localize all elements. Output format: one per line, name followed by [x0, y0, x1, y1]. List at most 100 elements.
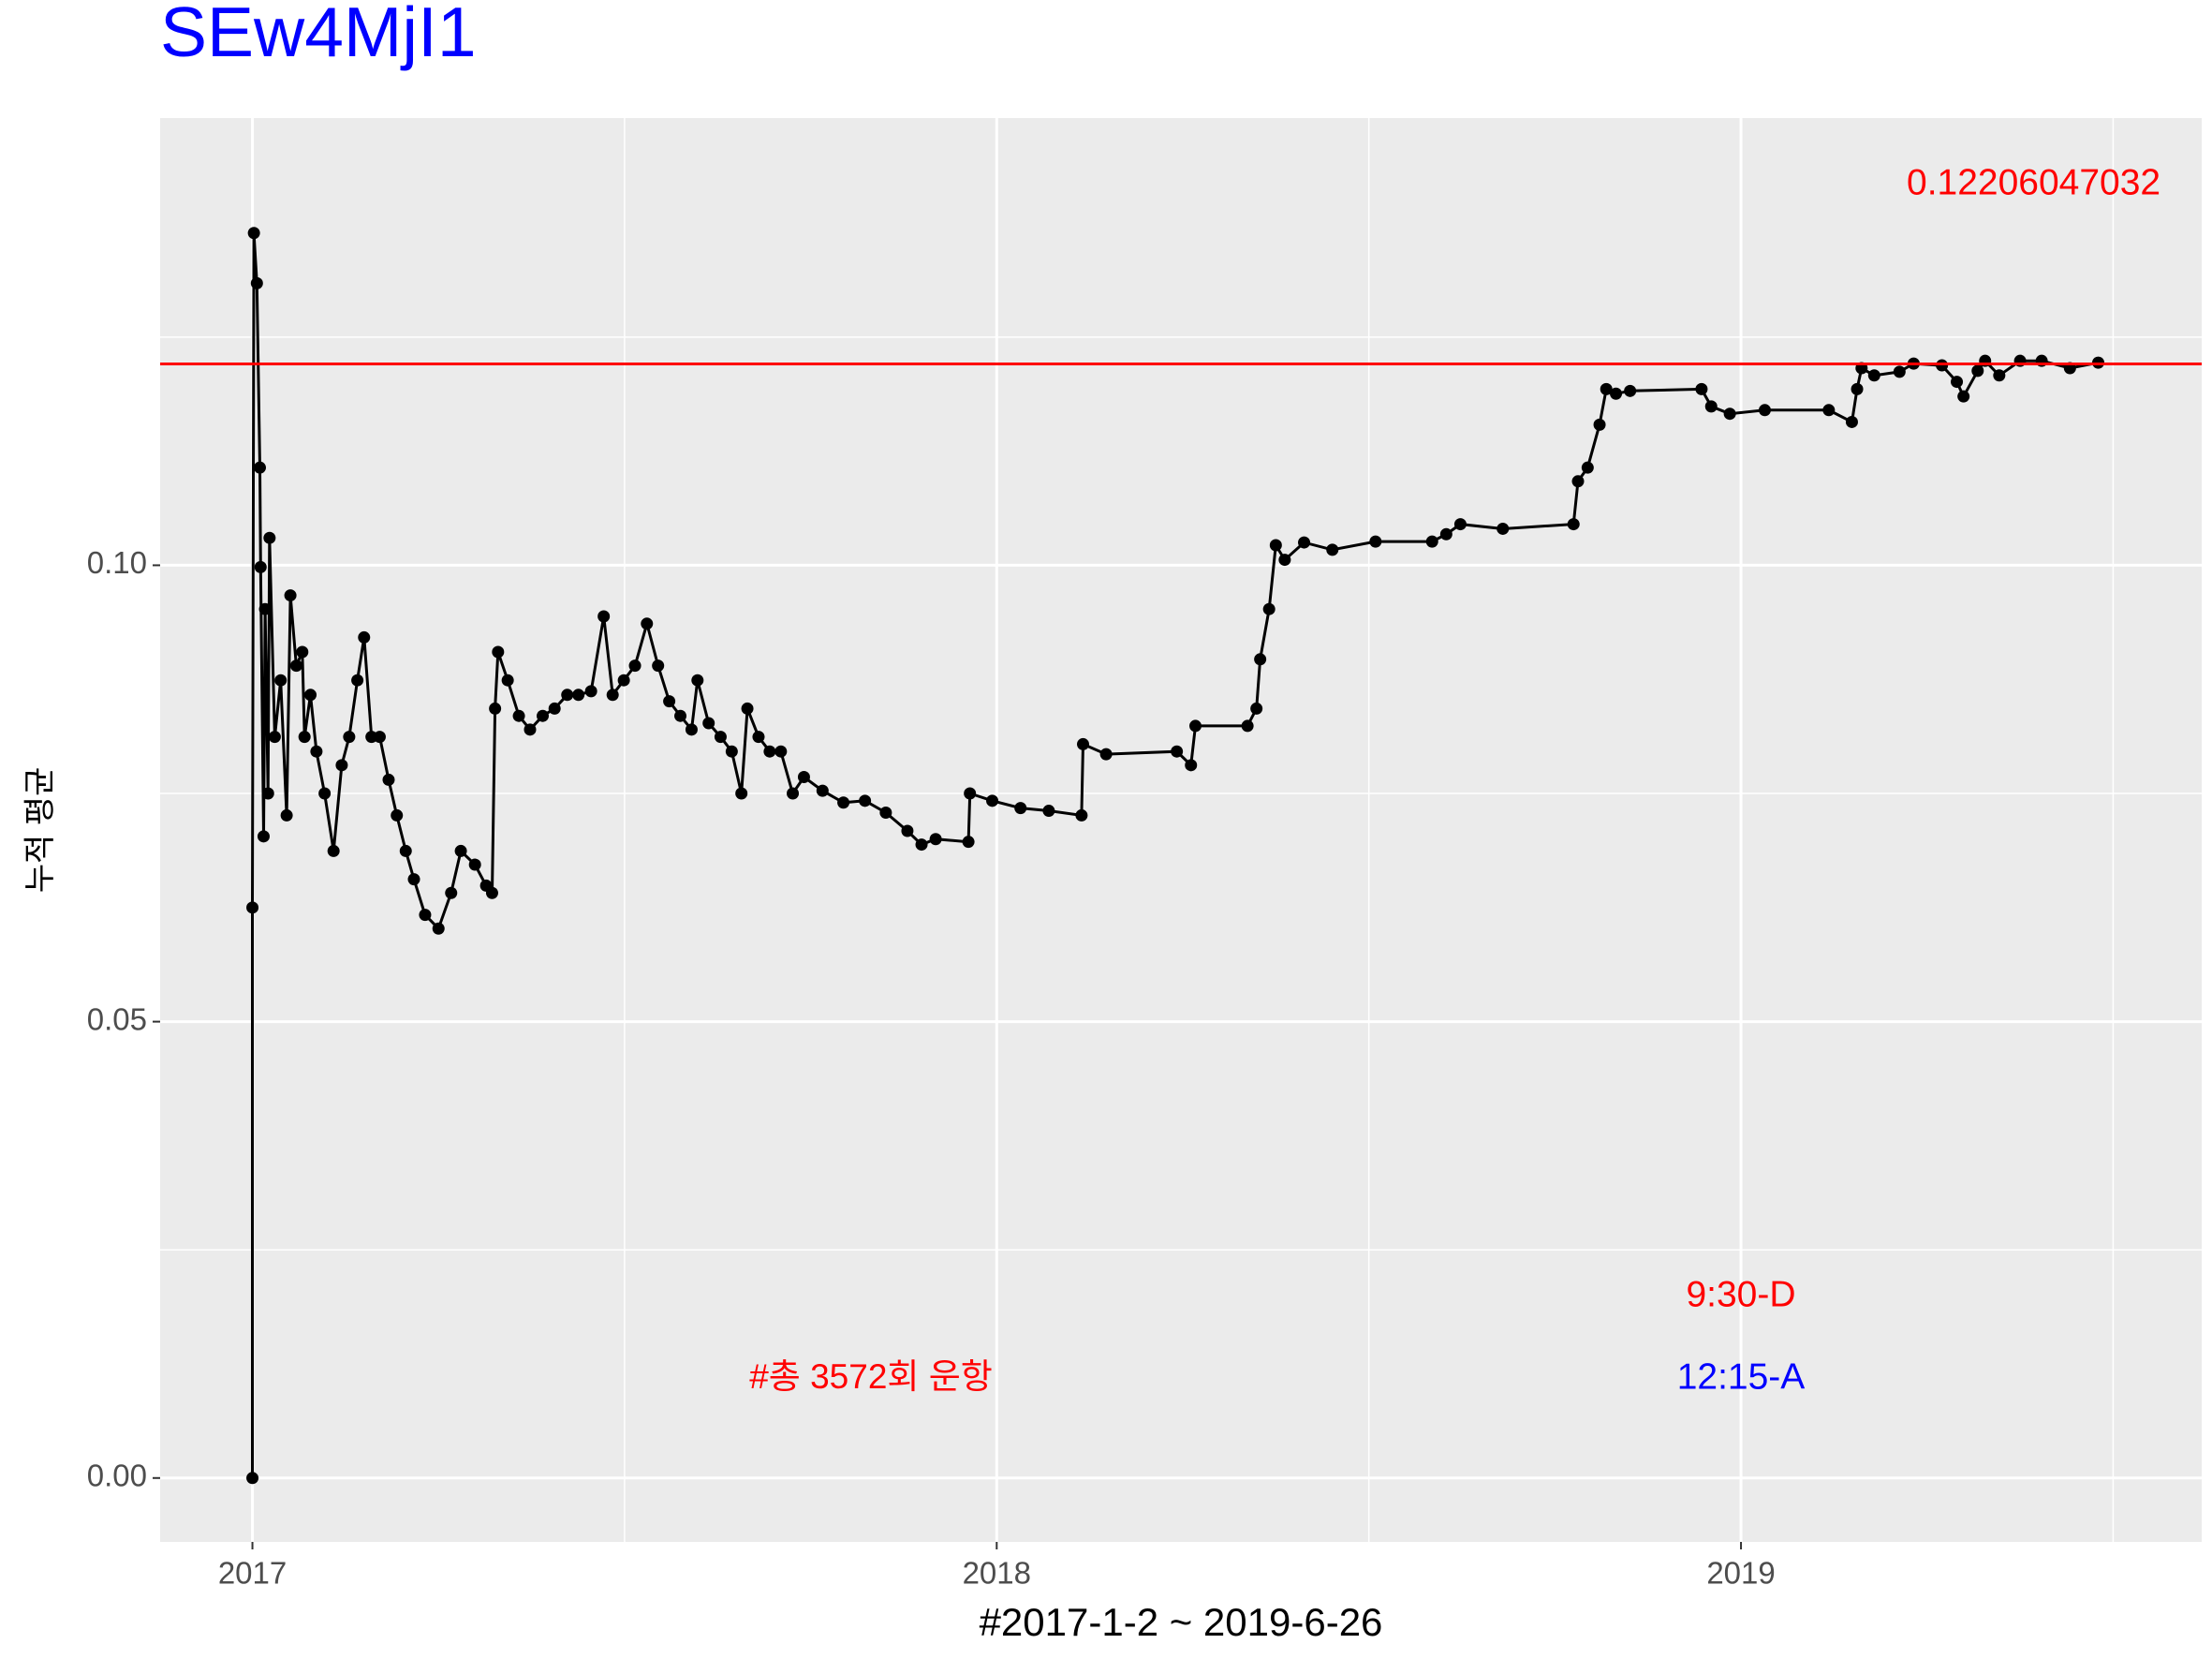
data-point — [787, 787, 800, 800]
data-point — [929, 833, 942, 846]
data-point — [1188, 719, 1202, 733]
data-point — [837, 796, 850, 809]
data-point — [246, 1472, 259, 1485]
marks: 0.12206047032 — [160, 162, 2202, 1485]
labels: 0.00 0.05 0.10 2017 2018 2019 9:30-D 12:15-A #총 … — [87, 545, 1806, 1591]
data-point — [1593, 418, 1606, 431]
data-point — [1893, 365, 1906, 378]
data-point — [685, 723, 698, 736]
data-point — [1369, 535, 1382, 548]
data-point — [1298, 536, 1311, 549]
data-point — [258, 602, 272, 615]
data-point — [915, 838, 928, 852]
data-point — [280, 808, 293, 822]
data-point — [1262, 602, 1276, 615]
data-point — [561, 689, 574, 702]
data-point — [445, 886, 458, 899]
data-point — [254, 560, 267, 573]
data-point — [816, 784, 829, 797]
data-point — [714, 731, 727, 744]
data-point — [1075, 808, 1088, 822]
data-point — [1042, 805, 1055, 818]
data-point — [1851, 382, 1864, 395]
x-tick-label: 2018 — [963, 1556, 1031, 1591]
annotation: #총 3572회 운항 — [749, 1357, 993, 1396]
data-point — [986, 794, 999, 807]
data-point — [246, 901, 259, 914]
data-point — [399, 844, 412, 857]
x-tick-label: 2017 — [218, 1556, 287, 1591]
data-point — [763, 745, 776, 758]
data-point — [901, 824, 914, 837]
data-point — [1269, 539, 1282, 552]
data-point — [1425, 535, 1438, 548]
data-point — [1993, 369, 2006, 382]
data-point — [289, 659, 302, 673]
data-point — [674, 709, 687, 722]
data-point — [548, 702, 561, 715]
data-point — [572, 689, 585, 702]
data-point — [652, 659, 665, 673]
data-point — [284, 589, 297, 602]
data-point — [327, 844, 340, 857]
data-point — [1571, 475, 1585, 488]
data-point — [489, 702, 502, 715]
data-point — [263, 531, 276, 544]
annotation: 0.12206047032 — [1907, 162, 2160, 202]
data-point — [419, 909, 432, 922]
data-point — [1014, 802, 1027, 815]
annotation: 12:15-A — [1677, 1356, 1806, 1397]
data-point — [691, 674, 704, 687]
data-point — [962, 836, 975, 849]
data-point — [1695, 382, 1708, 395]
data-point — [1254, 653, 1267, 666]
data-point — [1758, 404, 1771, 417]
data-point — [298, 731, 311, 744]
data-point — [628, 659, 641, 673]
data-point — [318, 787, 332, 800]
data-point — [725, 745, 738, 758]
data-point — [253, 461, 266, 474]
data-point — [1099, 748, 1113, 761]
data-point — [1250, 702, 1263, 715]
data-point — [1581, 461, 1594, 474]
data-point — [702, 717, 715, 730]
data-point — [606, 689, 619, 702]
data-point — [1453, 518, 1467, 531]
data-point — [1957, 390, 1970, 403]
data-point — [597, 610, 611, 623]
data-point — [343, 731, 356, 744]
data-point — [1936, 359, 1949, 372]
data-point — [1723, 407, 1736, 421]
data-point — [1867, 369, 1880, 382]
data-point — [1241, 719, 1254, 733]
data-point — [1171, 745, 1184, 758]
data-point — [1326, 543, 1339, 556]
data-point — [274, 674, 288, 687]
data-point — [250, 276, 263, 289]
x-axis-title: #2017-1-2 ~ 2019-6-26 — [980, 1600, 1383, 1644]
data-point — [641, 617, 654, 630]
data-point — [1951, 376, 1964, 389]
annotation: 9:30-D — [1686, 1274, 1795, 1314]
x-tick-label: 2019 — [1706, 1556, 1775, 1591]
data-point — [512, 709, 525, 722]
data-point — [310, 745, 323, 758]
data-point — [1567, 518, 1580, 531]
data-point — [1076, 737, 1089, 750]
data-point — [432, 922, 445, 935]
y-tick-label: 0.05 — [87, 1001, 147, 1036]
data-point — [261, 787, 274, 800]
data-point — [752, 731, 765, 744]
data-point — [391, 808, 404, 822]
data-point — [257, 830, 270, 843]
data-point — [247, 227, 260, 240]
data-point — [1845, 415, 1858, 428]
data-point — [1278, 554, 1291, 567]
data-point — [524, 723, 537, 736]
data-point — [268, 731, 281, 744]
data-point — [468, 858, 481, 871]
chart-title: SEw4MjI1 — [160, 0, 477, 71]
data-point — [296, 645, 309, 659]
